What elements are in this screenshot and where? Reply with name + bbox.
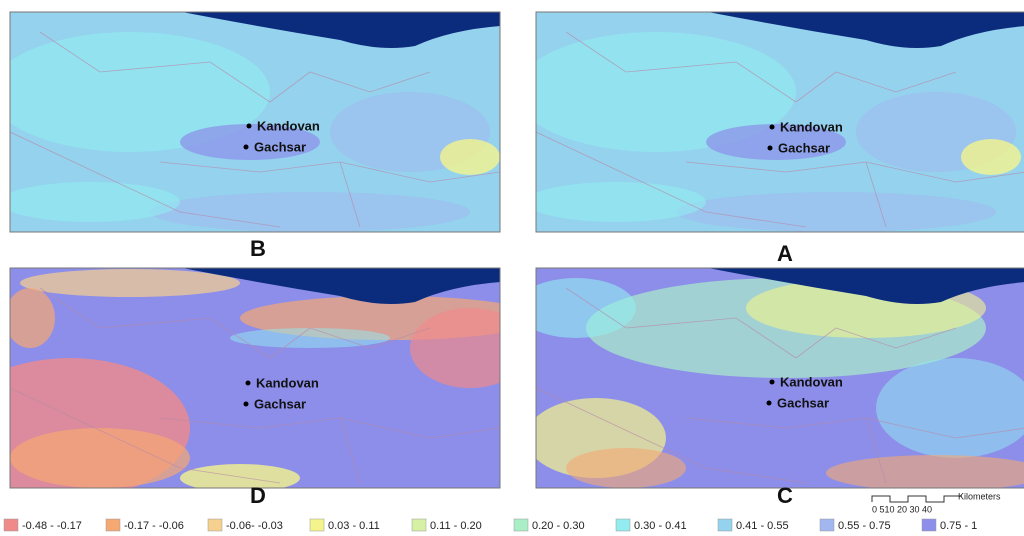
vegetation-patch (961, 139, 1021, 175)
vegetation-patch (0, 182, 180, 222)
scale-ticks: 0 510 20 30 40 (872, 504, 932, 514)
panel-letter: A (777, 241, 793, 266)
vegetation-patch (20, 269, 240, 297)
legend-label: 0.41 - 0.55 (736, 520, 789, 532)
legend-label: 0.75 - 1 (940, 520, 977, 532)
legend-swatch (4, 519, 18, 531)
legend-label: 0.20 - 0.30 (532, 520, 585, 532)
vegetation-patch (526, 182, 706, 222)
place-label: Kandovan (257, 118, 320, 133)
legend-swatch (718, 519, 732, 531)
scale-bar (872, 496, 962, 502)
vegetation-patch (230, 328, 390, 348)
vegetation-patch (5, 288, 55, 348)
map-layer (516, 12, 1024, 232)
map-layer (0, 12, 500, 232)
place-label: Gachsar (778, 140, 830, 155)
map-panel: Kandovan Gachsar (516, 12, 1024, 232)
vegetation-patch (676, 192, 996, 232)
legend-swatch (310, 519, 324, 531)
legend-label: 0.11 - 0.20 (430, 520, 482, 532)
legend-swatch (514, 519, 528, 531)
vegetation-patch (410, 308, 530, 388)
legend-label: -0.06- -0.03 (226, 520, 283, 532)
map-layer (516, 268, 1024, 491)
legend-swatch (106, 519, 120, 531)
place-dot (244, 145, 249, 150)
place-label: Gachsar (777, 395, 829, 410)
legend-label: 0.30 - 0.41 (634, 520, 687, 532)
panel-letter: C (777, 483, 793, 508)
vegetation-patch (150, 192, 470, 232)
vegetation-patch (566, 448, 686, 488)
legend-label: 0.55 - 0.75 (838, 520, 891, 532)
place-label: Gachsar (254, 139, 306, 154)
legend-swatch (922, 519, 936, 531)
legend-label: -0.17 - -0.06 (124, 520, 184, 532)
vegetation-patch (516, 278, 636, 338)
legend-swatch (208, 519, 222, 531)
scale-unit: Kilometers (958, 491, 1001, 501)
panel-letter: B (250, 236, 266, 261)
place-dot (770, 380, 775, 385)
place-dot (244, 402, 249, 407)
map-panel: Kandovan Gachsar (516, 268, 1024, 491)
place-label: Kandovan (780, 374, 843, 389)
place-dot (247, 124, 252, 129)
legend-swatch (616, 519, 630, 531)
place-dot (770, 125, 775, 130)
place-label: Gachsar (254, 396, 306, 411)
vegetation-patch (10, 428, 190, 488)
place-dot (246, 381, 251, 386)
vegetation-patch (440, 139, 500, 175)
place-dot (767, 401, 772, 406)
figure: KandovanGachsarBKandovanGachsarAKandovan… (0, 0, 1024, 536)
map-panel: Kandovan Gachsar (0, 268, 540, 498)
place-label: Kandovan (256, 375, 319, 390)
place-label: Kandovan (780, 119, 843, 134)
map-panel: Kandovan Gachsar (0, 12, 500, 232)
panel-letter: D (250, 483, 266, 508)
place-dot (768, 146, 773, 151)
legend-swatch (412, 519, 426, 531)
legend-swatch (820, 519, 834, 531)
legend-label: 0.03 - 0.11 (328, 520, 380, 532)
legend-label: -0.48 - -0.17 (22, 520, 82, 532)
